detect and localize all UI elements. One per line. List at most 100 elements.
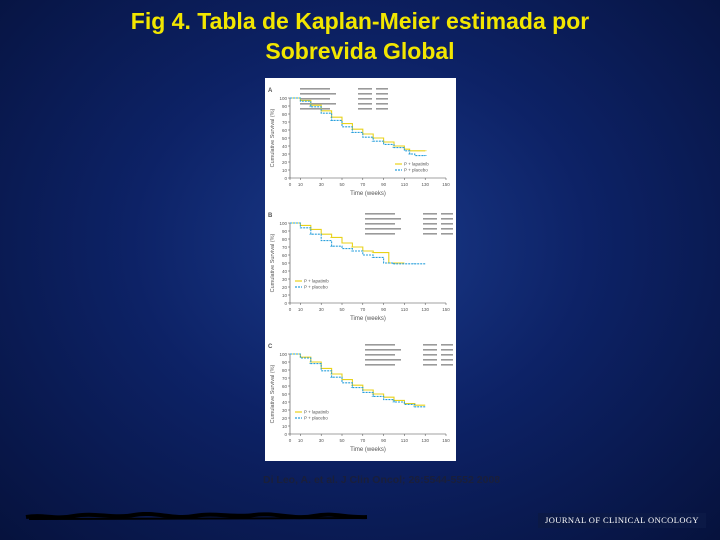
info-table-value: [376, 98, 388, 100]
y-tick-label: 10: [282, 293, 288, 298]
info-table-value: [423, 349, 437, 351]
x-tick-label: 70: [360, 438, 366, 443]
x-tick-label: 30: [319, 182, 325, 187]
x-tick-label: 110: [401, 182, 409, 187]
y-tick-label: 50: [282, 136, 288, 141]
info-table-text: [300, 103, 336, 105]
x-tick-label: 150: [442, 182, 450, 187]
y-tick-label: 20: [282, 416, 288, 421]
info-table-value: [423, 213, 437, 215]
y-tick-label: 50: [282, 392, 288, 397]
x-axis-label: Time (weeks): [350, 447, 386, 453]
x-tick-label: 70: [360, 307, 366, 312]
citation: Di Leo, A. et al. J Clin Oncol; 26:5544-…: [263, 474, 501, 486]
y-tick-label: 70: [282, 120, 288, 125]
y-tick-label: 80: [282, 368, 288, 373]
info-table-value: [423, 223, 437, 225]
slide-title-line2: Sobrevida Global: [265, 38, 455, 64]
info-table-value: [358, 108, 372, 110]
x-tick-label: 10: [298, 307, 304, 312]
y-tick-label: 20: [282, 285, 288, 290]
x-tick-label: 10: [298, 438, 304, 443]
info-table-value: [358, 103, 372, 105]
x-axis-label: Time (weeks): [350, 316, 386, 322]
x-tick-label: 90: [381, 307, 387, 312]
info-table-text: [365, 218, 401, 220]
x-tick-label: 130: [421, 438, 429, 443]
y-tick-label: 90: [282, 229, 288, 234]
info-table-text: [300, 108, 330, 110]
x-tick-label: 130: [421, 307, 429, 312]
info-table-text: [300, 88, 330, 90]
y-tick-label: 100: [279, 352, 287, 357]
series-line-placebo: [290, 353, 426, 408]
info-table-value: [441, 228, 453, 230]
info-table-value: [376, 103, 388, 105]
x-tick-label: 50: [339, 307, 345, 312]
info-table-value: [423, 218, 437, 220]
y-tick-label: 70: [282, 245, 288, 250]
info-table-value: [441, 349, 453, 351]
info-table-value: [441, 218, 453, 220]
legend-label: P + placebo: [304, 285, 328, 290]
info-table-value: [358, 98, 372, 100]
x-tick-label: 30: [319, 438, 325, 443]
y-tick-label: 80: [282, 237, 288, 242]
series-line-placebo: [290, 97, 426, 157]
x-tick-label: 10: [298, 182, 304, 187]
x-tick-label: 0: [289, 307, 292, 312]
panel-label: B: [268, 213, 273, 219]
y-tick-label: 10: [282, 168, 288, 173]
y-tick-label: 0: [284, 432, 287, 437]
info-table-text: [365, 359, 401, 361]
y-tick-label: 90: [282, 104, 288, 109]
info-table-value: [423, 344, 437, 346]
info-table-text: [365, 344, 395, 346]
info-table-value: [423, 354, 437, 356]
y-axis-label: Cumulative Survival (%): [270, 108, 276, 167]
info-table-value: [423, 228, 437, 230]
y-tick-label: 40: [282, 144, 288, 149]
y-tick-label: 60: [282, 384, 288, 389]
info-table-text: [365, 233, 395, 235]
x-tick-label: 90: [381, 438, 387, 443]
info-table-text: [365, 228, 401, 230]
info-table-value: [441, 233, 453, 235]
y-tick-label: 0: [284, 176, 287, 181]
info-table-text: [300, 93, 336, 95]
y-tick-label: 80: [282, 112, 288, 117]
panel-label: A: [268, 88, 273, 94]
y-tick-label: 40: [282, 400, 288, 405]
x-tick-label: 110: [401, 438, 409, 443]
y-axis-label: Cumulative Survival (%): [270, 233, 276, 292]
y-tick-label: 40: [282, 269, 288, 274]
info-table-value: [358, 93, 372, 95]
legend-label: P + lapatinib: [304, 410, 329, 415]
y-tick-label: 100: [279, 96, 287, 101]
info-table-value: [441, 344, 453, 346]
info-table-value: [423, 233, 437, 235]
x-tick-label: 90: [381, 182, 387, 187]
info-table-value: [376, 108, 388, 110]
x-tick-label: 30: [319, 307, 325, 312]
y-tick-label: 90: [282, 360, 288, 365]
info-table-value: [376, 88, 388, 90]
y-axis-label: Cumulative Survival (%): [270, 364, 276, 423]
y-tick-label: 30: [282, 408, 288, 413]
info-table-text: [365, 223, 395, 225]
legend-label: P + lapatinib: [404, 162, 429, 167]
handwritten-scribble: [25, 512, 368, 520]
info-table-value: [376, 93, 388, 95]
y-tick-label: 0: [284, 301, 287, 306]
info-table-text: [300, 98, 330, 100]
y-tick-label: 60: [282, 128, 288, 133]
x-tick-label: 130: [421, 182, 429, 187]
x-tick-label: 110: [401, 307, 409, 312]
y-tick-label: 60: [282, 253, 288, 258]
info-table-value: [441, 213, 453, 215]
series-line-placebo: [290, 222, 426, 265]
x-axis-label: Time (weeks): [350, 191, 386, 197]
info-table-value: [441, 359, 453, 361]
legend-label: P + lapatinib: [304, 279, 329, 284]
